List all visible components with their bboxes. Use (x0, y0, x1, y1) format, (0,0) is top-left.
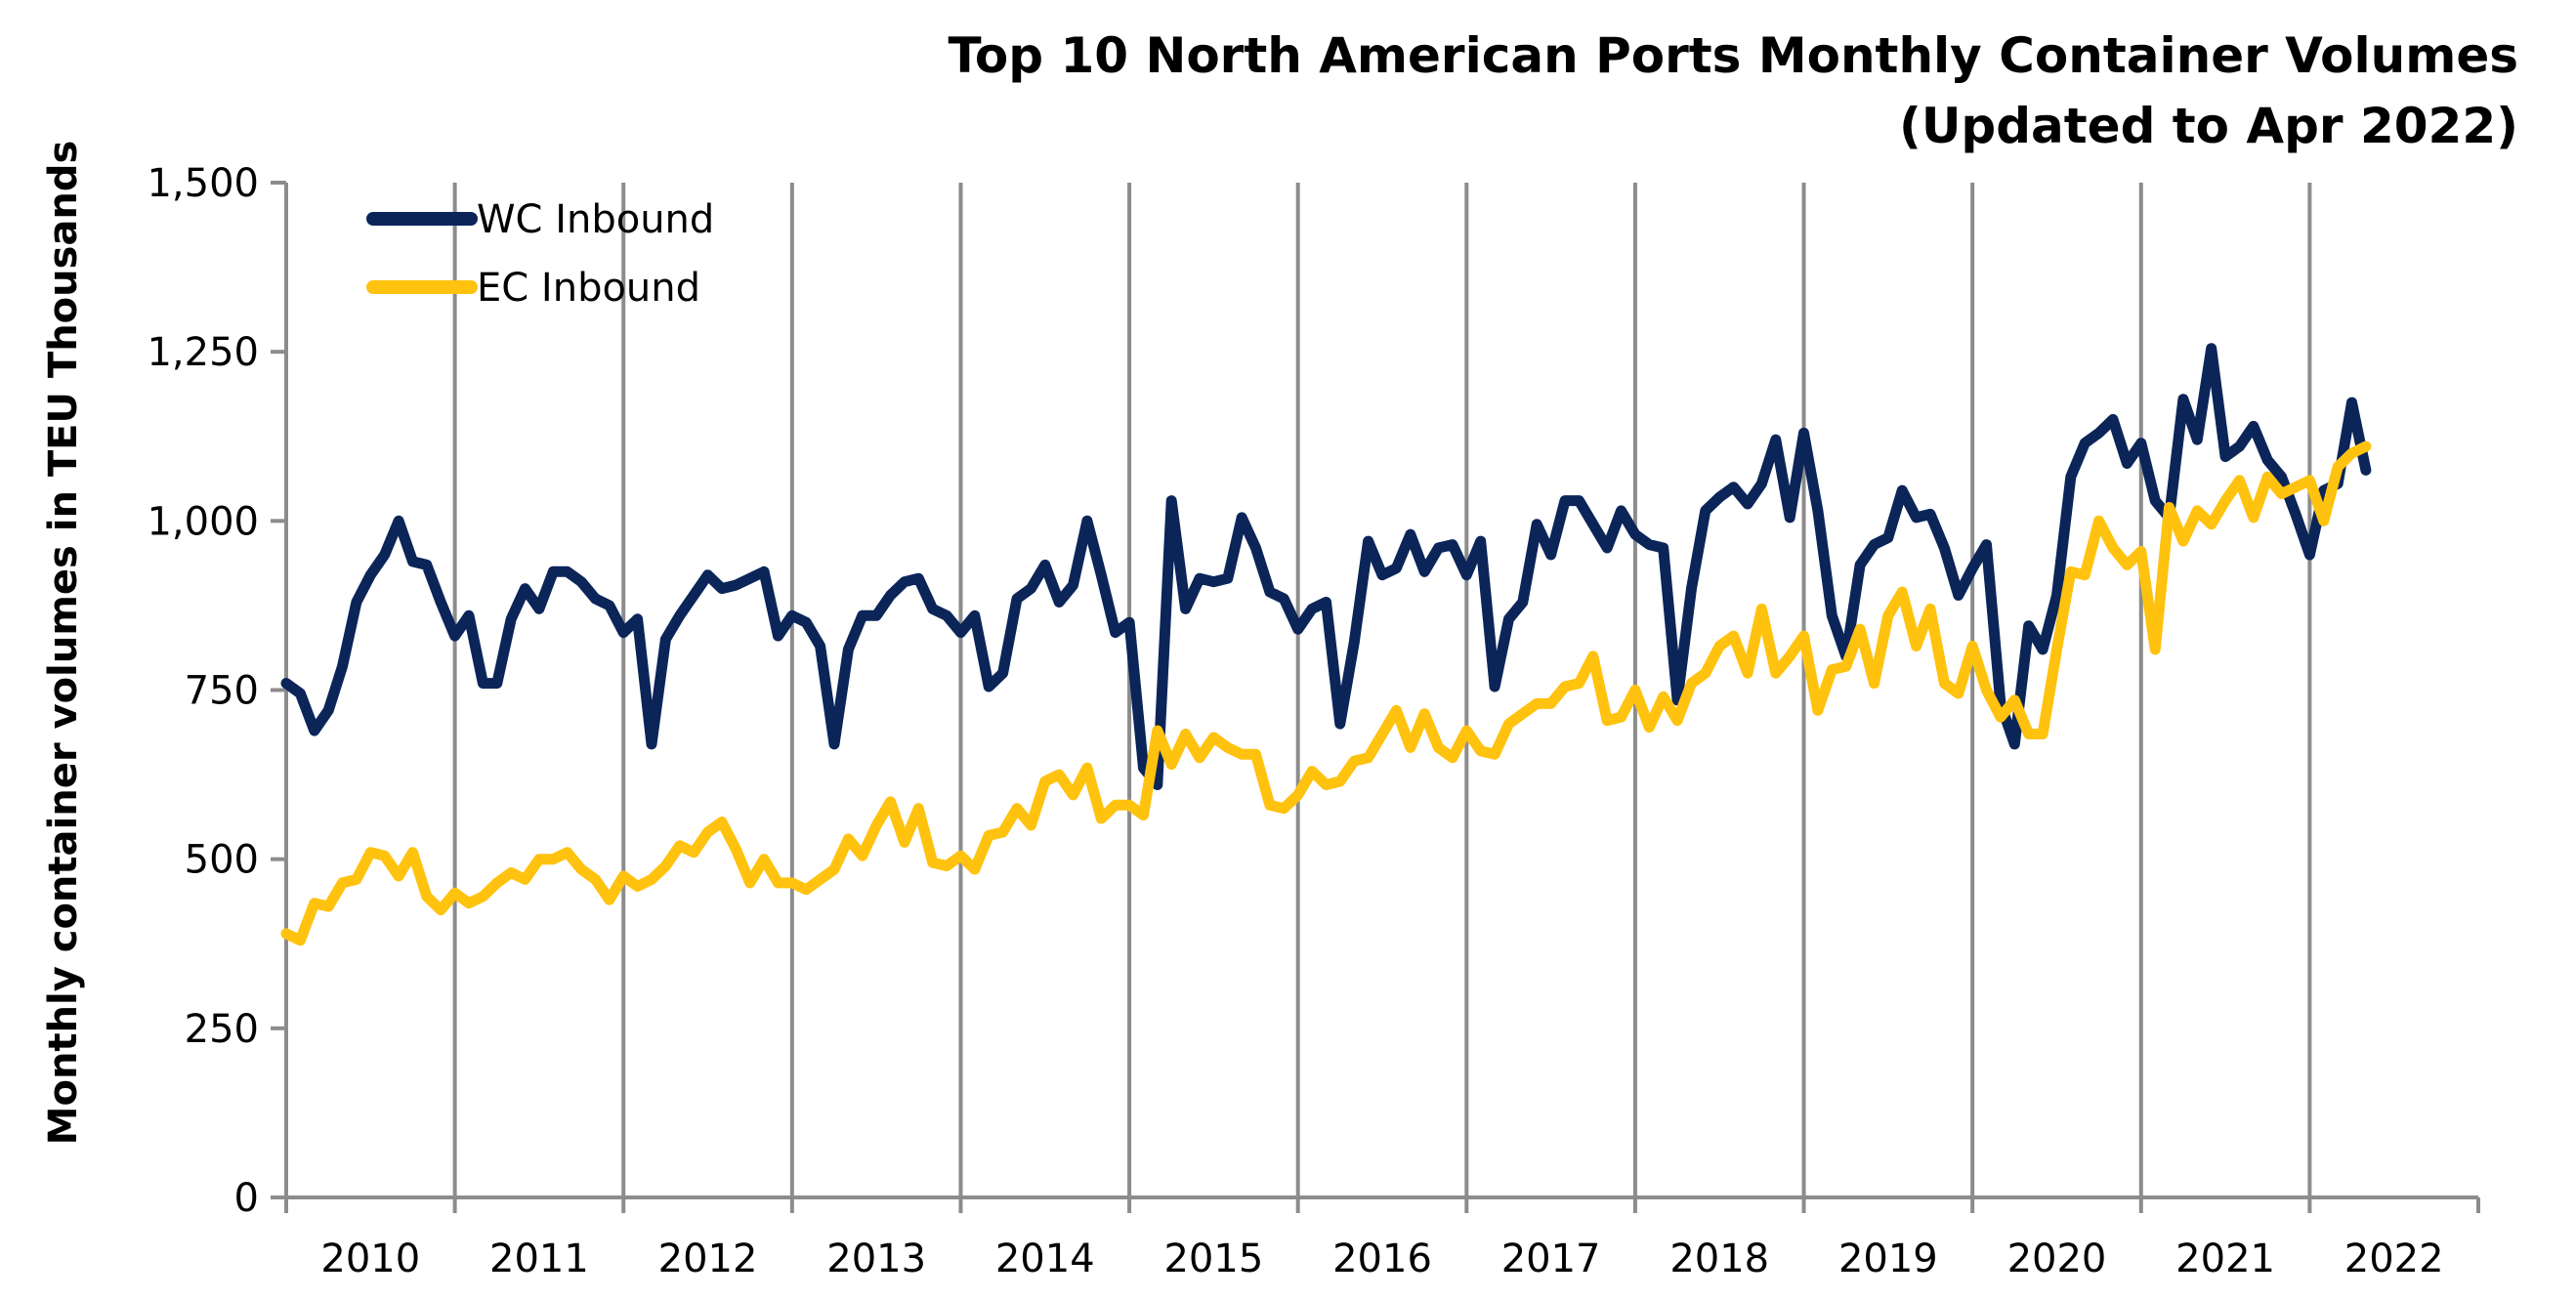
chart-subtitle: (Updated to Apr 2022) (1899, 98, 2518, 154)
x-tick-label-2011: 2011 (489, 1237, 589, 1281)
x-tick-label-2017: 2017 (1501, 1237, 1601, 1281)
legend-label-wc-inbound: WC Inbound (477, 197, 714, 242)
x-tick-label-2018: 2018 (1669, 1237, 1769, 1281)
tick-labels: 0 250 500 750 1,000 1,250 1,500 2010 2011 2012 201… (147, 161, 2443, 1281)
y-tick-label: 1,250 (147, 330, 259, 375)
x-tick-label-2020: 2020 (2007, 1237, 2107, 1281)
x-tick-label-2021: 2021 (2175, 1237, 2275, 1281)
chart-title: Top 10 North American Ports Monthly Cont… (948, 27, 2518, 84)
x-tick-label-2013: 2013 (826, 1237, 926, 1281)
series-line-wc-inbound (280, 343, 2372, 790)
legend-label-ec-inbound: EC Inbound (477, 266, 700, 311)
gridlines (452, 183, 2312, 1197)
x-tick-label-2019: 2019 (1838, 1237, 1938, 1281)
x-tick-label-2022: 2022 (2344, 1237, 2444, 1281)
y-tick-label: 250 (185, 1007, 259, 1052)
y-axis-label: Monthly container volumes in TEU Thousan… (41, 141, 86, 1146)
x-tick-label-2014: 2014 (995, 1237, 1095, 1281)
legend: WC Inbound EC Inbound (366, 197, 714, 311)
y-tick-label: 0 (234, 1176, 259, 1221)
x-tick-label-2015: 2015 (1163, 1237, 1263, 1281)
series-lines (280, 343, 2372, 946)
x-tick-label-2016: 2016 (1332, 1237, 1432, 1281)
y-tick-label: 500 (185, 838, 259, 883)
x-tick-label-2012: 2012 (658, 1237, 758, 1281)
series-line-ec-inbound (280, 440, 2372, 946)
y-tick-label: 1,000 (147, 499, 259, 544)
y-tick-label: 1,500 (147, 161, 259, 206)
x-tick-label-2010: 2010 (320, 1237, 420, 1281)
y-tick-label: 750 (185, 669, 259, 714)
axes (271, 181, 2480, 1213)
